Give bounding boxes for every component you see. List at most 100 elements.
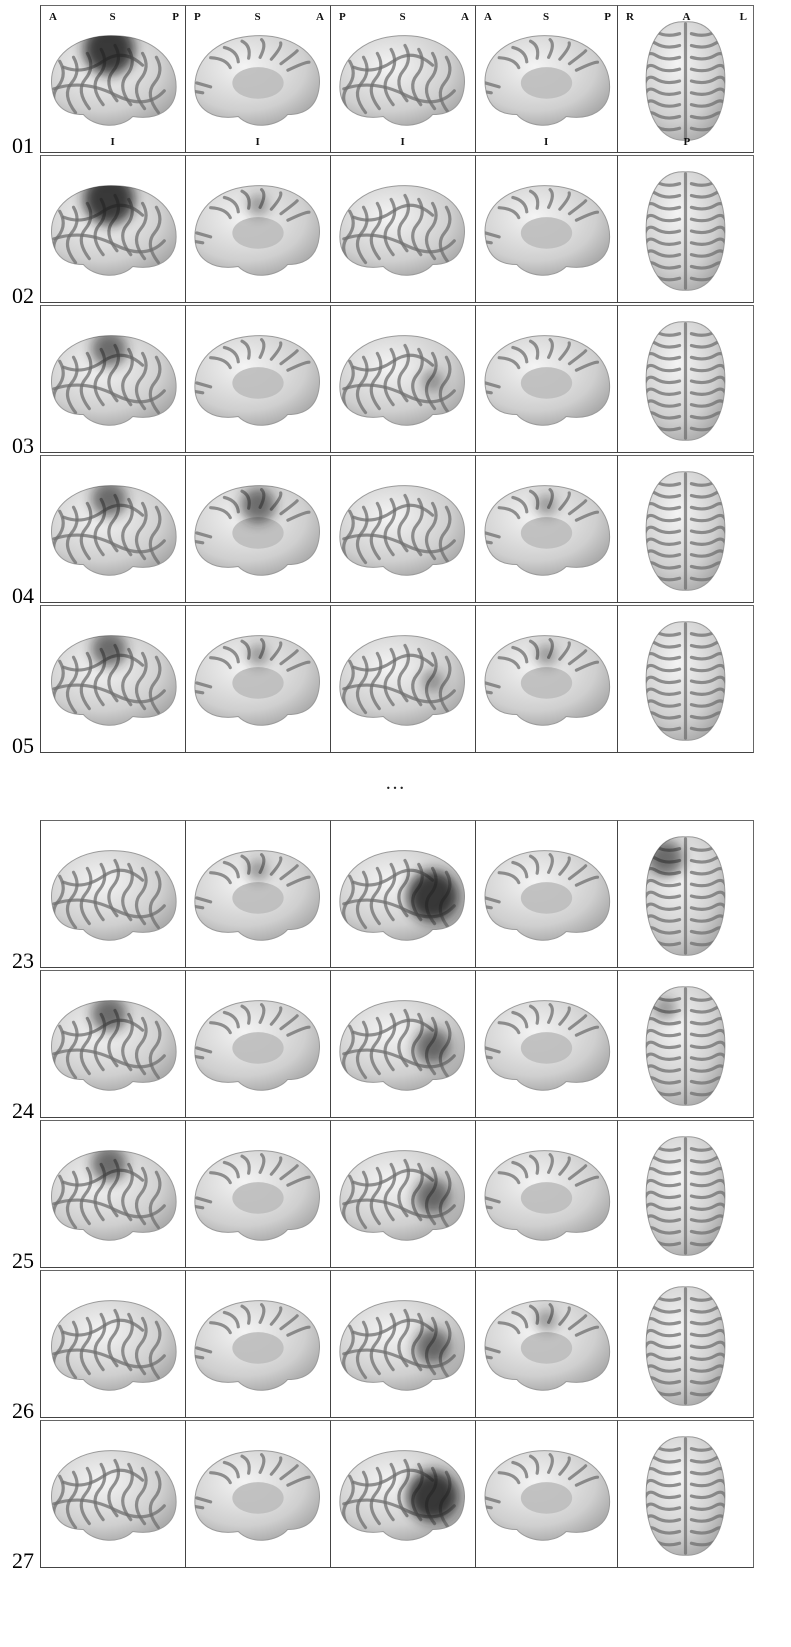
brain-render — [339, 1450, 465, 1541]
brain-render — [51, 1000, 177, 1091]
brain-panel-lateral-left — [40, 1120, 185, 1268]
subject-row: 04 — [0, 455, 791, 607]
brain-render — [484, 1150, 611, 1241]
orientation-label: I — [110, 136, 115, 148]
brain-render — [484, 1450, 611, 1541]
brain-panel-lateral-left: A S P I — [40, 5, 185, 153]
brain-render — [194, 1300, 320, 1391]
brain-panel-superior — [617, 605, 754, 753]
brain-render — [484, 635, 611, 726]
brain-render — [339, 485, 465, 576]
brain-render — [51, 850, 177, 941]
orientation-label: S — [254, 11, 261, 23]
brain-panel-medial-left — [185, 820, 330, 968]
orientation-label: P — [194, 11, 201, 23]
orientation-label: A — [484, 11, 492, 23]
brain-render — [194, 1450, 320, 1541]
brain-render — [194, 850, 320, 941]
brain-render — [339, 1150, 465, 1241]
brain-panel-medial-right — [475, 1420, 617, 1568]
brain-render — [645, 1136, 726, 1256]
orientation-label: A — [682, 11, 691, 23]
row-label: 23 — [12, 948, 34, 973]
brain-panel-lateral-right — [330, 1420, 475, 1568]
brain-render — [51, 1300, 177, 1391]
subject-row: 24 — [0, 970, 791, 1122]
subject-row: 02 — [0, 155, 791, 307]
orientation-label: A — [49, 11, 57, 23]
orientation-label: S — [543, 11, 550, 23]
row-label: 25 — [12, 1248, 34, 1273]
omitted-rows-ellipsis: … — [385, 772, 406, 794]
brain-panel-medial-left — [185, 1270, 330, 1418]
brain-panel-medial-right: A S P I — [475, 5, 617, 153]
orientation-label: P — [339, 11, 346, 23]
brain-panel-medial-right — [475, 970, 617, 1118]
subject-row: 27 — [0, 1420, 791, 1573]
brain-panel-lateral-left — [40, 155, 185, 303]
orientation-label: A — [316, 11, 324, 23]
brain-render — [51, 185, 177, 276]
brain-panel-superior — [617, 155, 754, 303]
brain-render — [194, 485, 320, 576]
brain-render — [339, 850, 465, 941]
orientation-label: S — [109, 11, 116, 23]
orientation-label: L — [739, 11, 747, 23]
brain-render — [194, 185, 320, 276]
brain-panel-superior — [617, 1420, 754, 1568]
orientation-label: S — [399, 11, 406, 23]
row-label: 03 — [12, 433, 34, 458]
brain-render — [51, 35, 177, 126]
orientation-label: R — [626, 11, 634, 23]
brain-render — [484, 850, 611, 941]
brain-panel-superior — [617, 1120, 754, 1268]
brain-panel-lateral-right — [330, 1120, 475, 1268]
brain-render — [51, 335, 177, 426]
brain-panel-medial-left — [185, 970, 330, 1118]
brain-panel-lateral-left — [40, 820, 185, 968]
brain-render — [194, 1150, 320, 1241]
subject-row: 23 — [0, 820, 791, 973]
row-label: 27 — [12, 1548, 34, 1573]
brain-panel-superior — [617, 305, 754, 453]
brain-render — [645, 321, 726, 441]
brain-render — [339, 635, 465, 726]
brain-panel-medial-left — [185, 1120, 330, 1268]
orientation-label: P — [604, 11, 611, 23]
brain-render — [51, 485, 177, 576]
brain-render — [484, 1000, 611, 1091]
brain-panel-medial-right — [475, 305, 617, 453]
brain-panel-medial-right — [475, 820, 617, 968]
brain-render — [339, 35, 465, 126]
brain-render — [645, 986, 726, 1106]
subject-row: 05 — [0, 605, 791, 757]
subject-row: 26 — [0, 1270, 791, 1422]
brain-panel-medial-left — [185, 1420, 330, 1568]
brain-render — [484, 185, 611, 276]
brain-panel-lateral-left — [40, 1420, 185, 1568]
brain-panel-medial-right — [475, 1120, 617, 1268]
brain-render — [484, 485, 611, 576]
brain-render — [339, 1000, 465, 1091]
brain-panel-superior — [617, 1270, 754, 1418]
brain-panel-medial-left — [185, 155, 330, 303]
brain-panel-medial-right — [475, 455, 617, 603]
brain-render — [484, 335, 611, 426]
brain-panel-lateral-right — [330, 970, 475, 1118]
orientation-label: I — [400, 136, 405, 148]
orientation-label: I — [544, 136, 549, 148]
brain-render — [645, 836, 726, 956]
brain-panel-superior: R A L P — [617, 5, 754, 153]
brain-render — [645, 471, 726, 591]
brain-panel-lateral-right: P S A I — [330, 5, 475, 153]
brain-render — [645, 1286, 726, 1406]
brain-render — [194, 635, 320, 726]
brain-panel-medial-right — [475, 155, 617, 303]
brain-panel-lateral-left — [40, 455, 185, 603]
brain-render — [645, 21, 726, 141]
brain-panel-lateral-left — [40, 1270, 185, 1418]
brain-render — [645, 621, 726, 741]
brain-panel-superior — [617, 820, 754, 968]
brain-render — [484, 35, 611, 126]
